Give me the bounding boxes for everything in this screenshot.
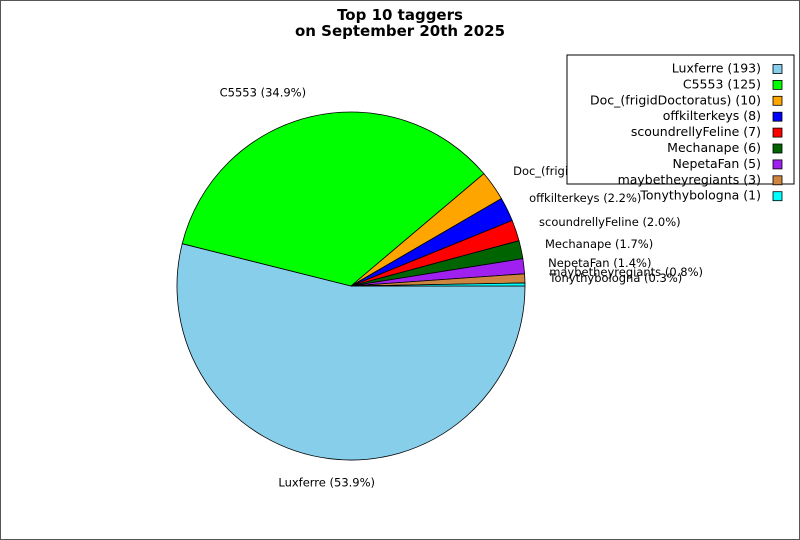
- pie-slice-c5553: [181, 111, 485, 287]
- legend-label-luxferre: Luxferre (193): [672, 61, 761, 76]
- legend-label-c5553: C5553 (125): [683, 76, 761, 91]
- slice-label-tonythybologna: Tonythybologna (0.3%): [548, 271, 682, 285]
- legend-swatch-offkilterkeys: [772, 111, 783, 122]
- chart-title-line1: Top 10 taggers: [337, 6, 463, 24]
- legend-swatch-mechanape: [772, 143, 783, 154]
- slice-label-nepetafan: NepetaFan (1.4%): [548, 256, 651, 270]
- slice-label-mechanape: Mechanape (1.7%): [545, 237, 653, 251]
- slice-label-luxferre: Luxferre (53.9%): [278, 475, 375, 489]
- legend-label-scoundrellyfeline: scoundrellyFeline (7): [631, 124, 761, 139]
- legend-swatch-luxferre: [772, 64, 783, 74]
- slice-label-c5553: C5553 (34.9%): [220, 85, 306, 99]
- legend-box: [566, 54, 795, 185]
- chart-legend: Luxferre (193)C5553 (125)Doc_(frigidDoct…: [566, 54, 795, 203]
- legend-label-tonythybologna: Tonythybologna (1): [639, 188, 761, 203]
- chart-title-line2: on September 20th 2025: [295, 22, 505, 40]
- legend-label-offkilterkeys: offkilterkeys (8): [663, 108, 761, 123]
- legend-label-mechanape: Mechanape (6): [667, 140, 761, 155]
- legend-swatch-doc-frigiddoctoratus: [772, 95, 783, 106]
- legend-swatch-nepetafan: [772, 159, 783, 170]
- pie-slice-luxferre: [176, 243, 526, 461]
- pie-slice-tonythybologna: [350, 282, 526, 287]
- pie-slices: [176, 111, 526, 461]
- legend-swatch-tonythybologna: [772, 191, 783, 202]
- legend-label-nepetafan: NepetaFan (5): [672, 156, 761, 171]
- legend-label-doc-frigiddoctoratus: Doc_(frigidDoctoratus) (10): [590, 92, 761, 107]
- slice-label-offkilterkeys: offkilterkeys (2.2%): [529, 191, 641, 205]
- legend-swatch-scoundrellyfeline: [772, 127, 783, 138]
- slice-label-scoundrellyfeline: scoundrellyFeline (2.0%): [539, 215, 681, 229]
- legend-swatch-c5553: [772, 80, 783, 90]
- slice-label-maybetheyregiants: maybetheyregiants (0.8%): [549, 265, 703, 279]
- legend-label-maybetheyregiants: maybetheyregiants (3): [618, 172, 761, 187]
- legend-swatch-maybetheyregiants: [772, 175, 783, 186]
